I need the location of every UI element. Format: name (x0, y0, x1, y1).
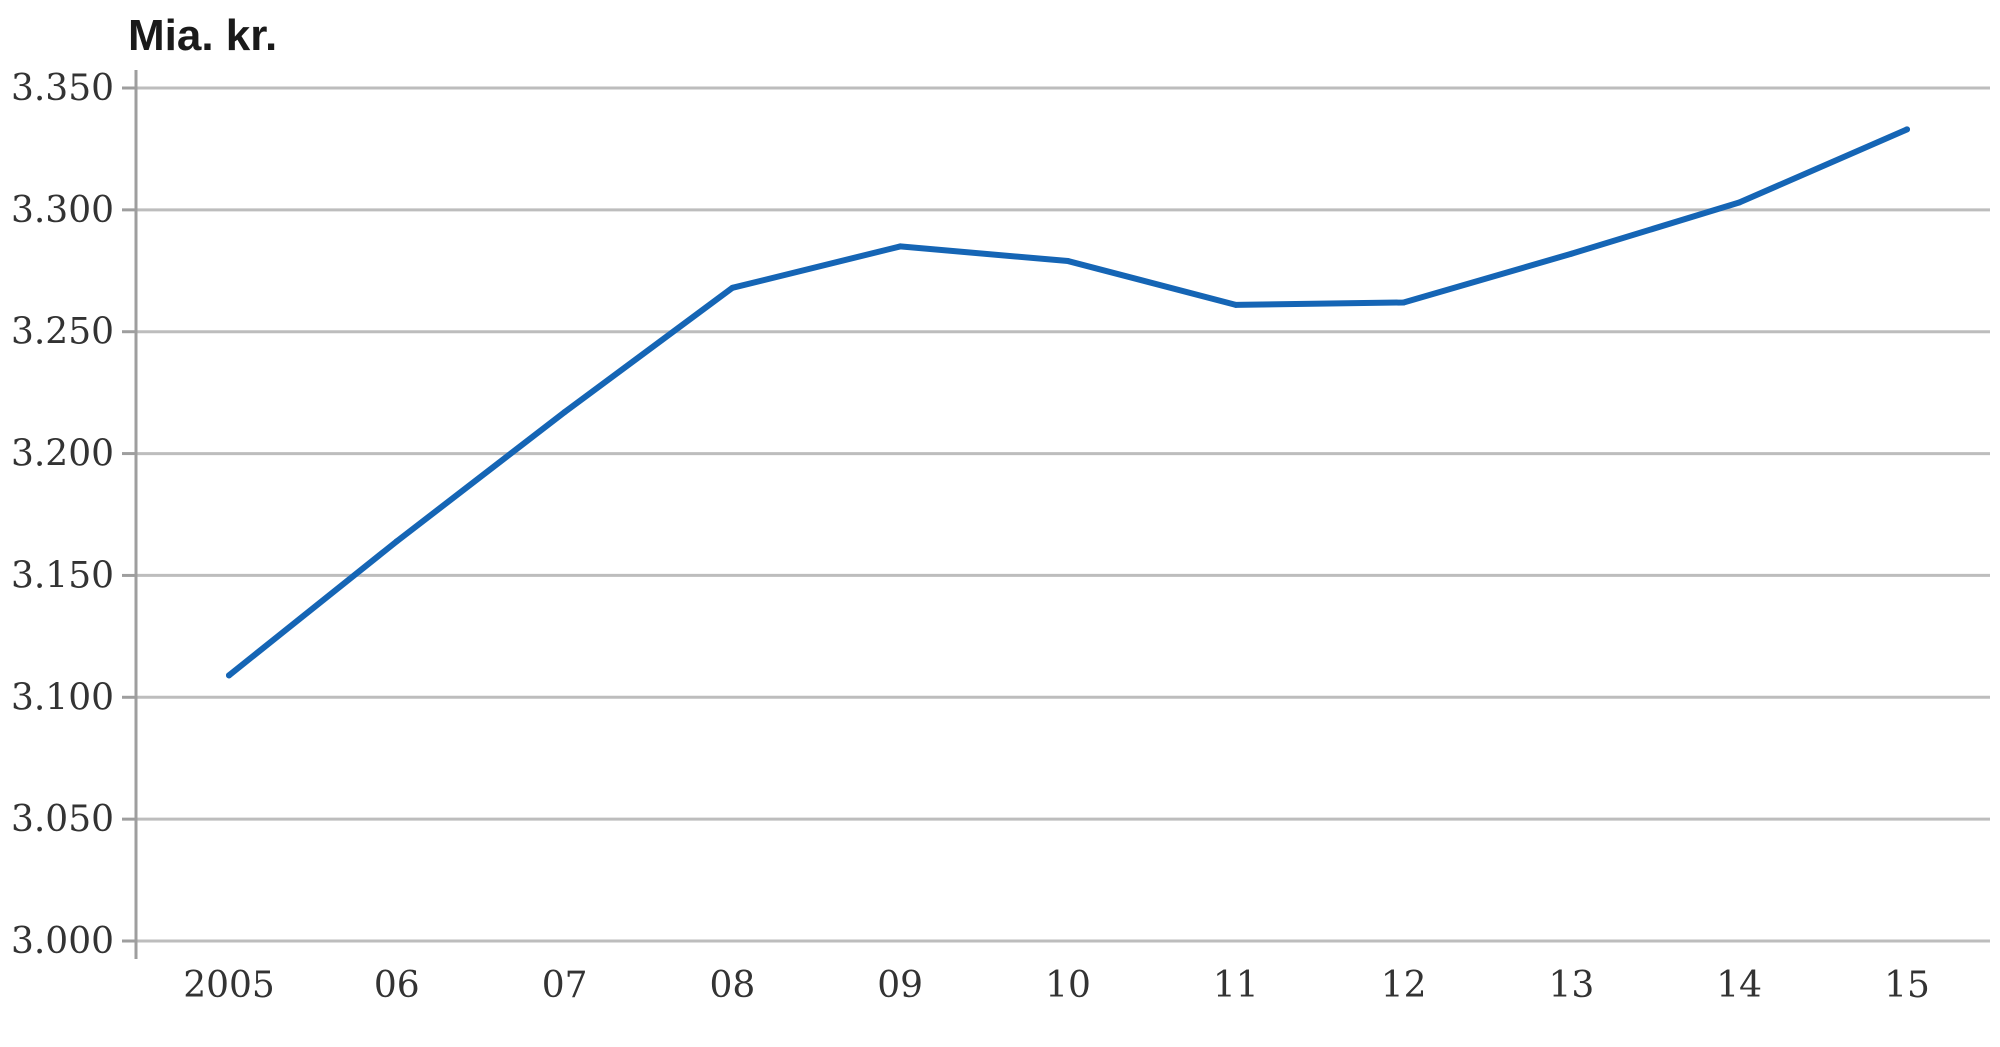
data-point-07 (561, 409, 568, 416)
y-tick-label: 3.350 (11, 68, 114, 109)
x-tick-label: 06 (374, 965, 420, 1006)
data-point-11 (1232, 301, 1239, 308)
y-tick-label: 3.200 (11, 434, 114, 475)
x-tick-label: 12 (1381, 965, 1427, 1006)
data-point-14 (1736, 199, 1743, 206)
y-axis-unit-label: Mia. kr. (128, 11, 277, 60)
x-tick-label: 10 (1045, 965, 1091, 1006)
x-tick-label: 09 (877, 965, 923, 1006)
y-tick-label: 3.050 (11, 799, 114, 840)
y-tick-label: 3.000 (11, 921, 114, 962)
data-point-06 (393, 538, 400, 545)
series-group (226, 126, 1910, 679)
data-point-09 (897, 243, 904, 250)
x-axis-ticks: 2005 06 07 08 09 10 11 12 13 14 15 (183, 965, 1930, 1006)
data-point-15 (1904, 126, 1910, 133)
y-tick-label: 3.300 (11, 190, 114, 231)
data-point-12 (1400, 299, 1407, 306)
y-tick-label: 3.250 (11, 312, 114, 353)
y-axis-ticks: 3.000 3.050 3.100 3.150 3.200 3.250 3.300 3.350 (11, 68, 136, 962)
gridlines (136, 86, 1990, 943)
y-tick-label: 3.100 (11, 677, 114, 718)
data-point-13 (1568, 250, 1575, 257)
x-tick-label: 08 (709, 965, 755, 1006)
x-tick-label: 07 (542, 965, 588, 1006)
y-tick-label: 3.150 (11, 555, 114, 596)
data-point-10 (1065, 258, 1071, 265)
x-tick-label: 2005 (183, 965, 275, 1006)
x-tick-label: 15 (1884, 965, 1930, 1006)
x-tick-label: 14 (1716, 965, 1762, 1006)
x-tick-label: 13 (1548, 965, 1594, 1006)
x-tick-label: 11 (1213, 965, 1259, 1006)
data-point-2005 (226, 672, 232, 679)
data-point-08 (729, 284, 736, 291)
